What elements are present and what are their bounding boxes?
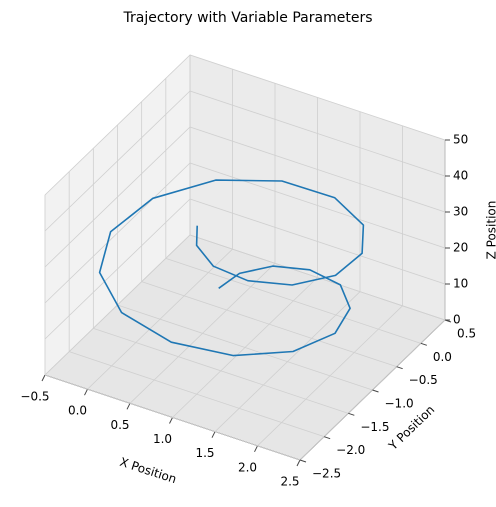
y-tick-label: −0.5 xyxy=(409,373,438,387)
grid-line xyxy=(44,374,301,461)
z-tick-label: 40 xyxy=(453,169,468,183)
chart-title: Trajectory with Variable Parameters xyxy=(123,10,373,26)
y-tick-label: −1.0 xyxy=(385,397,414,411)
y-tick xyxy=(420,342,427,346)
grid-line xyxy=(141,281,397,368)
x-tick xyxy=(41,374,46,382)
y-tick-label: 0.0 xyxy=(433,350,452,364)
x-tick-label: 0.0 xyxy=(68,404,87,418)
y-tick-label: −2.5 xyxy=(312,467,341,481)
grid-line xyxy=(189,126,446,213)
y-tick xyxy=(299,459,307,463)
grid-line xyxy=(189,234,446,321)
y-tick-label: 0.5 xyxy=(457,327,476,341)
x-tick-label: −0.5 xyxy=(20,390,49,404)
x-tick xyxy=(296,459,301,467)
grid-line xyxy=(69,351,325,438)
grid-line xyxy=(44,90,191,232)
grid-line xyxy=(189,162,446,249)
x-tick xyxy=(126,403,131,410)
z-tick-label: 0 xyxy=(453,313,461,327)
y-tick-label: −1.5 xyxy=(360,420,389,434)
grid-line xyxy=(117,304,373,391)
y-tick xyxy=(396,366,403,370)
x-tick-label: 2.0 xyxy=(238,460,257,474)
grid-line xyxy=(44,126,191,268)
z-tick-label: 30 xyxy=(453,205,468,219)
x-tick xyxy=(211,431,216,438)
grid-line xyxy=(189,90,446,177)
y-tick xyxy=(324,436,331,440)
trajectory-line xyxy=(98,179,365,357)
y-tick-label: −2.0 xyxy=(336,443,365,457)
grid-line xyxy=(165,257,421,344)
x-tick xyxy=(169,417,173,424)
x-tick-label: 1.0 xyxy=(153,432,172,446)
y-tick xyxy=(372,389,379,393)
grid-line xyxy=(189,198,446,285)
x-tick-label: 0.5 xyxy=(110,418,129,432)
grid-line xyxy=(44,54,191,196)
x-axis-label: X Position xyxy=(118,455,178,486)
grid-line xyxy=(44,198,191,340)
z-axis-label: Z Position xyxy=(485,201,496,260)
z-tick-label: 20 xyxy=(453,241,468,255)
grid-line xyxy=(93,327,349,414)
x-tick-label: 1.5 xyxy=(195,446,214,460)
x-tick xyxy=(254,445,258,453)
grid-line xyxy=(189,54,446,141)
x-tick-label: 2.5 xyxy=(280,475,299,489)
z-tick-label: 10 xyxy=(453,277,468,291)
z-tick-label: 50 xyxy=(453,133,468,147)
grid-line xyxy=(44,162,191,304)
y-tick xyxy=(348,412,355,416)
x-tick xyxy=(84,388,88,396)
